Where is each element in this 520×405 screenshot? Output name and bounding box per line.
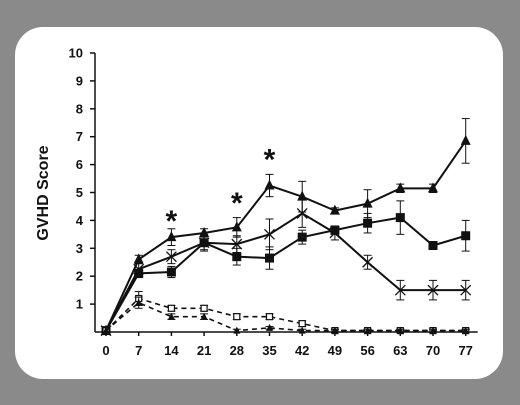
open-square-point [167, 304, 175, 312]
x-point [133, 263, 145, 275]
significance-asterisk: * [231, 187, 243, 220]
y-tick-label: 4 [76, 213, 84, 228]
series-2-square [101, 200, 471, 336]
x-point [165, 251, 177, 263]
square-point [166, 267, 176, 277]
x-tick-label: 49 [328, 343, 342, 358]
triangle-point [428, 182, 438, 193]
x-tick-label: 70 [426, 343, 440, 358]
x-tick-label: 77 [458, 343, 472, 358]
chart-card: GVHD Score 1 2 3 4 5 6 7 8 9 10 0 7 14 21 28 35 42 49 56 63… [15, 27, 503, 379]
x-point [231, 238, 243, 250]
square-point [428, 241, 438, 251]
y-tick-label: 5 [76, 185, 83, 200]
small-triangle-point [102, 326, 110, 334]
triangle-point [395, 182, 406, 193]
series-4-line [105, 297, 466, 332]
annotation-layer: * * * [166, 144, 276, 238]
y-tick-label: 6 [76, 157, 83, 172]
x-point [264, 228, 275, 240]
square-point [265, 253, 274, 263]
x-tick-label: 56 [360, 343, 374, 358]
y-axis-title: GVHD Score [35, 145, 52, 240]
x-tick-label: 28 [230, 343, 244, 358]
triangle-point [166, 231, 177, 242]
small-triangle-point [200, 312, 208, 320]
open-square-point [200, 304, 208, 312]
small-triangle-point [298, 326, 306, 334]
x-point [198, 237, 210, 249]
y-tick-label: 8 [76, 101, 83, 116]
series-2-line [105, 216, 466, 332]
y-tick-label: 10 [69, 46, 83, 61]
y-tick-label: 7 [76, 129, 83, 144]
x-point [329, 227, 341, 239]
x-tick-label: 35 [262, 343, 276, 358]
series-4-open-square [102, 291, 470, 335]
x-point [362, 256, 374, 268]
small-triangle-point [462, 326, 470, 334]
triangle-point [231, 221, 242, 232]
x-tick-label: 63 [393, 343, 407, 358]
series-3-x [100, 198, 472, 337]
y-tick-label: 9 [76, 73, 83, 88]
x-tick-label: 42 [295, 343, 309, 358]
series-1-triangle [101, 118, 471, 335]
square-point [232, 252, 242, 262]
small-triangle-point [364, 326, 372, 334]
significance-asterisk: * [166, 205, 178, 238]
y-tick-label: 2 [76, 269, 83, 284]
small-triangle-point [135, 298, 143, 306]
small-triangle-point [396, 326, 404, 334]
series-3-line [105, 212, 466, 332]
square-point [363, 218, 373, 228]
triangle-point [362, 197, 373, 208]
open-square-point [265, 313, 274, 321]
square-point [395, 213, 405, 223]
open-square-point [233, 313, 241, 321]
series-layer [100, 118, 472, 337]
x-tick-label: 14 [164, 343, 179, 358]
triangle-point [297, 190, 308, 201]
significance-asterisk: * [264, 144, 276, 177]
triangle-point [133, 253, 144, 264]
small-triangle-point [167, 312, 175, 320]
triangle-point [264, 179, 275, 190]
x-point [460, 284, 472, 296]
square-point [297, 232, 307, 242]
series-1-line [105, 140, 467, 332]
x-point [296, 207, 308, 219]
triangle-point [329, 204, 340, 215]
y-tick-label: 3 [76, 241, 83, 256]
x-tick-label: 7 [135, 343, 142, 358]
triangle-point [460, 134, 471, 145]
small-triangle-point [429, 326, 437, 334]
small-triangle-point [266, 323, 273, 331]
small-triangle-point [331, 326, 339, 334]
x-tick-label: 21 [197, 343, 211, 358]
small-triangle-point [233, 326, 241, 334]
y-tick-label: 1 [76, 297, 83, 312]
x-point [427, 284, 439, 296]
series-5-line [105, 301, 466, 332]
square-point [461, 231, 471, 241]
open-square-point [298, 320, 306, 328]
x-point [394, 284, 406, 296]
series-5-open-triangle [102, 296, 470, 334]
x-tick-label: 0 [102, 343, 109, 358]
